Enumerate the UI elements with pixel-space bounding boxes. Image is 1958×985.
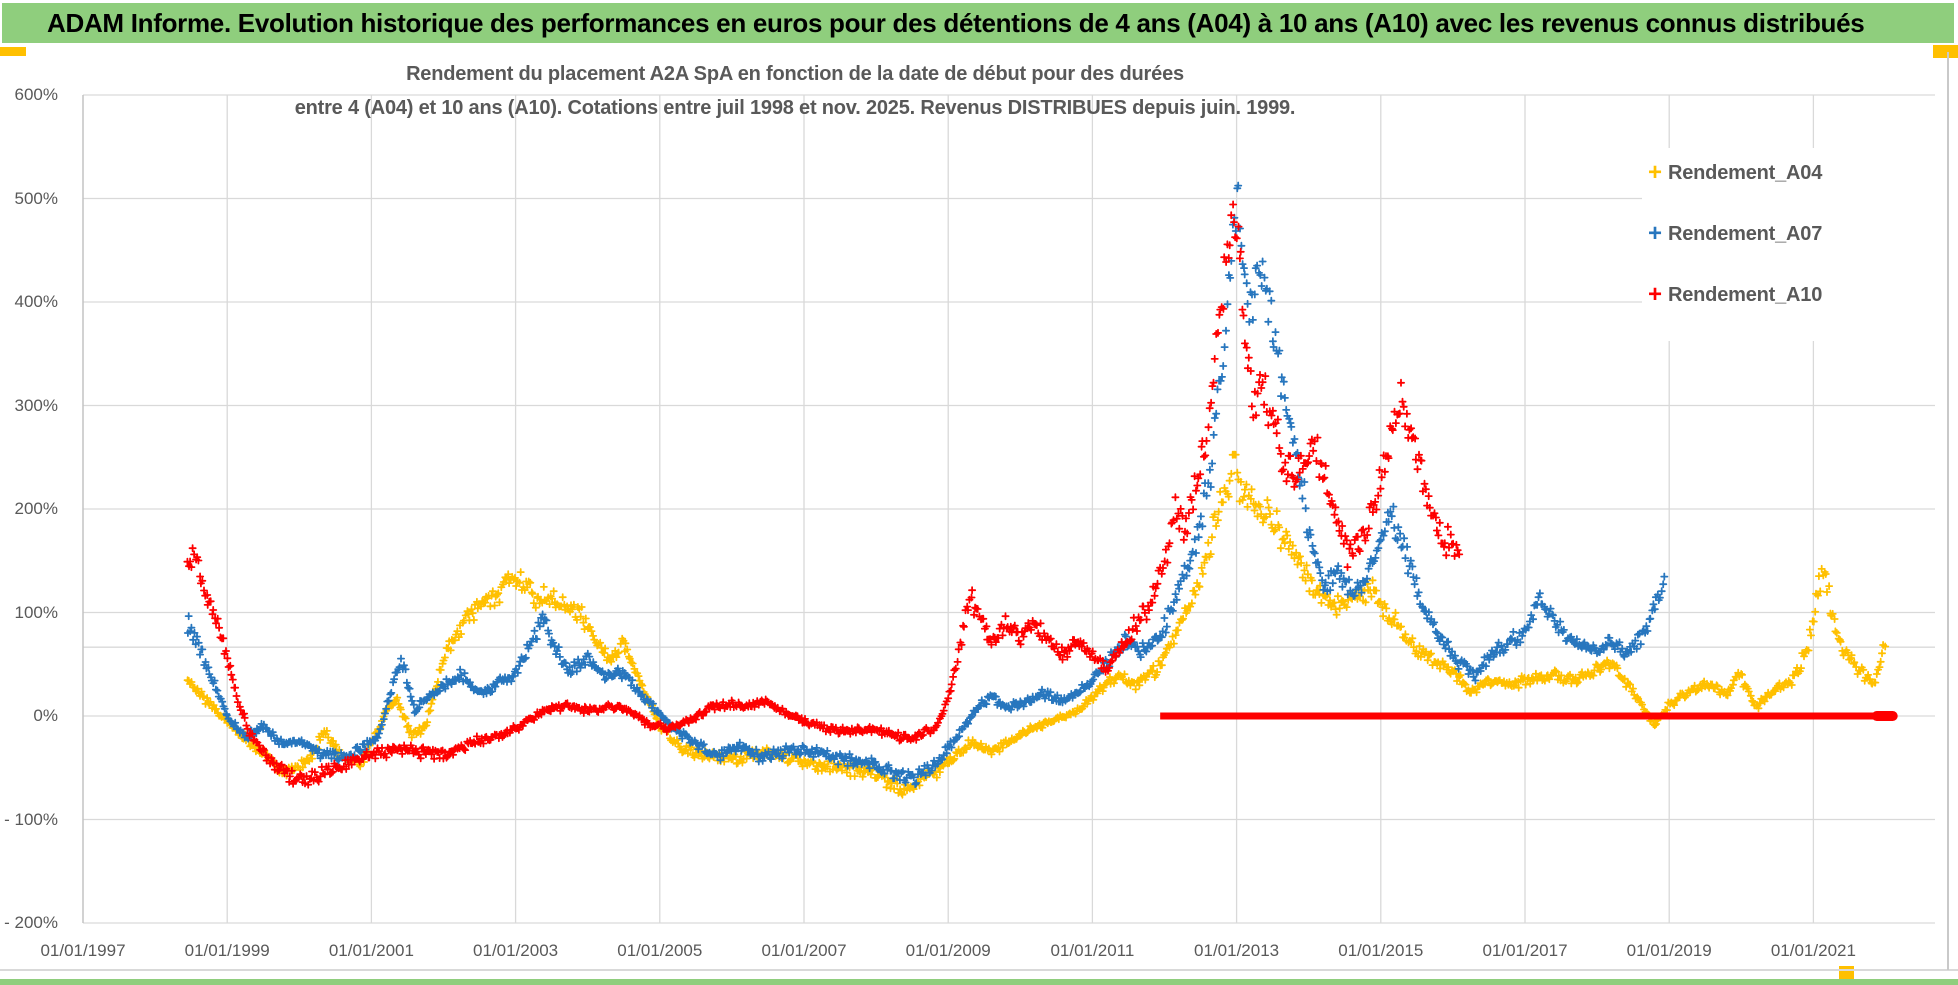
legend-label: Rendement_A10 [1668, 283, 1823, 306]
legend-item-rendement_a04[interactable]: + Rendement_A04 [1642, 158, 1938, 188]
x-tick-label: 01/01/2009 [905, 941, 991, 960]
y-tick-label: 100% [14, 602, 58, 622]
y-tick-label: 500% [14, 188, 58, 208]
y-tick-label: 600% [14, 85, 58, 104]
y-tick-label: 200% [14, 499, 58, 518]
page-right-border [1947, 52, 1949, 970]
plus-marker-icon: + [1647, 220, 1662, 247]
y-tick-label: - 100% [4, 809, 58, 829]
legend-label: Rendement_A04 [1668, 161, 1823, 184]
header-bar: ADAM Informe. Evolution historique des p… [2, 3, 1954, 43]
x-tick-label: 01/01/2007 [761, 941, 847, 960]
plus-marker-icon: + [1647, 159, 1662, 186]
x-tick-label: 01/01/2013 [1194, 941, 1280, 960]
bottom-green-strip [0, 979, 1958, 985]
x-tick-label: 01/01/2021 [1770, 941, 1856, 960]
bottom-divider [0, 969, 1958, 971]
x-tick-label: 01/01/2005 [617, 941, 703, 960]
series-rendement_a07 [183, 181, 1669, 789]
chart-canvas [82, 94, 1935, 924]
legend-item-rendement_a10[interactable]: + Rendement_A10 [1642, 280, 1938, 310]
legend-label: Rendement_A07 [1668, 222, 1823, 245]
chart-area[interactable]: Rendement du placement A2A SpA en foncti… [0, 50, 1958, 970]
chart-title-line1: Rendement du placement A2A SpA en foncti… [406, 63, 1184, 85]
gold-accent-top-right [1933, 45, 1958, 58]
header-title: ADAM Informe. Evolution historique des p… [47, 8, 1865, 38]
chart-title-line2: entre 4 (A04) et 10 ans (A10). Cotations… [294, 97, 1296, 119]
y-tick-label: 0% [33, 706, 58, 725]
y-tick-label: - 200% [4, 913, 58, 932]
x-tick-label: 01/01/2017 [1482, 941, 1568, 960]
y-tick-label: 300% [14, 395, 58, 415]
x-tick-label: 01/01/2015 [1338, 941, 1424, 960]
x-tick-label: 01/01/2019 [1626, 941, 1712, 960]
x-tick-label: 01/01/1997 [40, 941, 126, 960]
legend-item-rendement_a07[interactable]: + Rendement_A07 [1642, 219, 1938, 249]
y-tick-label: 400% [14, 292, 58, 311]
x-tick-label: 01/01/1999 [184, 941, 270, 960]
gold-accent-top-left [0, 47, 26, 56]
x-tick-label: 01/01/2003 [473, 941, 559, 960]
x-tick-label: 01/01/2001 [328, 941, 414, 960]
plus-marker-icon: + [1647, 281, 1662, 308]
chart-legend: + Rendement_A04 + Rendement_A07 + Rendement_A… [1642, 148, 1938, 341]
series-rendement_a10 [183, 200, 1464, 789]
x-tick-label: 01/01/2011 [1050, 941, 1135, 960]
